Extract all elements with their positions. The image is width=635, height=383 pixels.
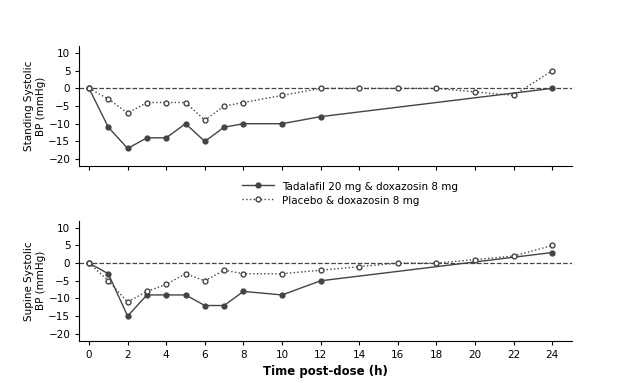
Legend: Tadalafil 20 mg & doxazosin 8 mg, Placebo & doxazosin 8 mg: Tadalafil 20 mg & doxazosin 8 mg, Placeb… [242,181,458,206]
Y-axis label: Standing Systolic
BP (mmHg): Standing Systolic BP (mmHg) [24,61,46,151]
Y-axis label: Supine Systolic
BP (mmHg): Supine Systolic BP (mmHg) [24,241,46,321]
X-axis label: Time post-dose (h): Time post-dose (h) [263,365,388,378]
